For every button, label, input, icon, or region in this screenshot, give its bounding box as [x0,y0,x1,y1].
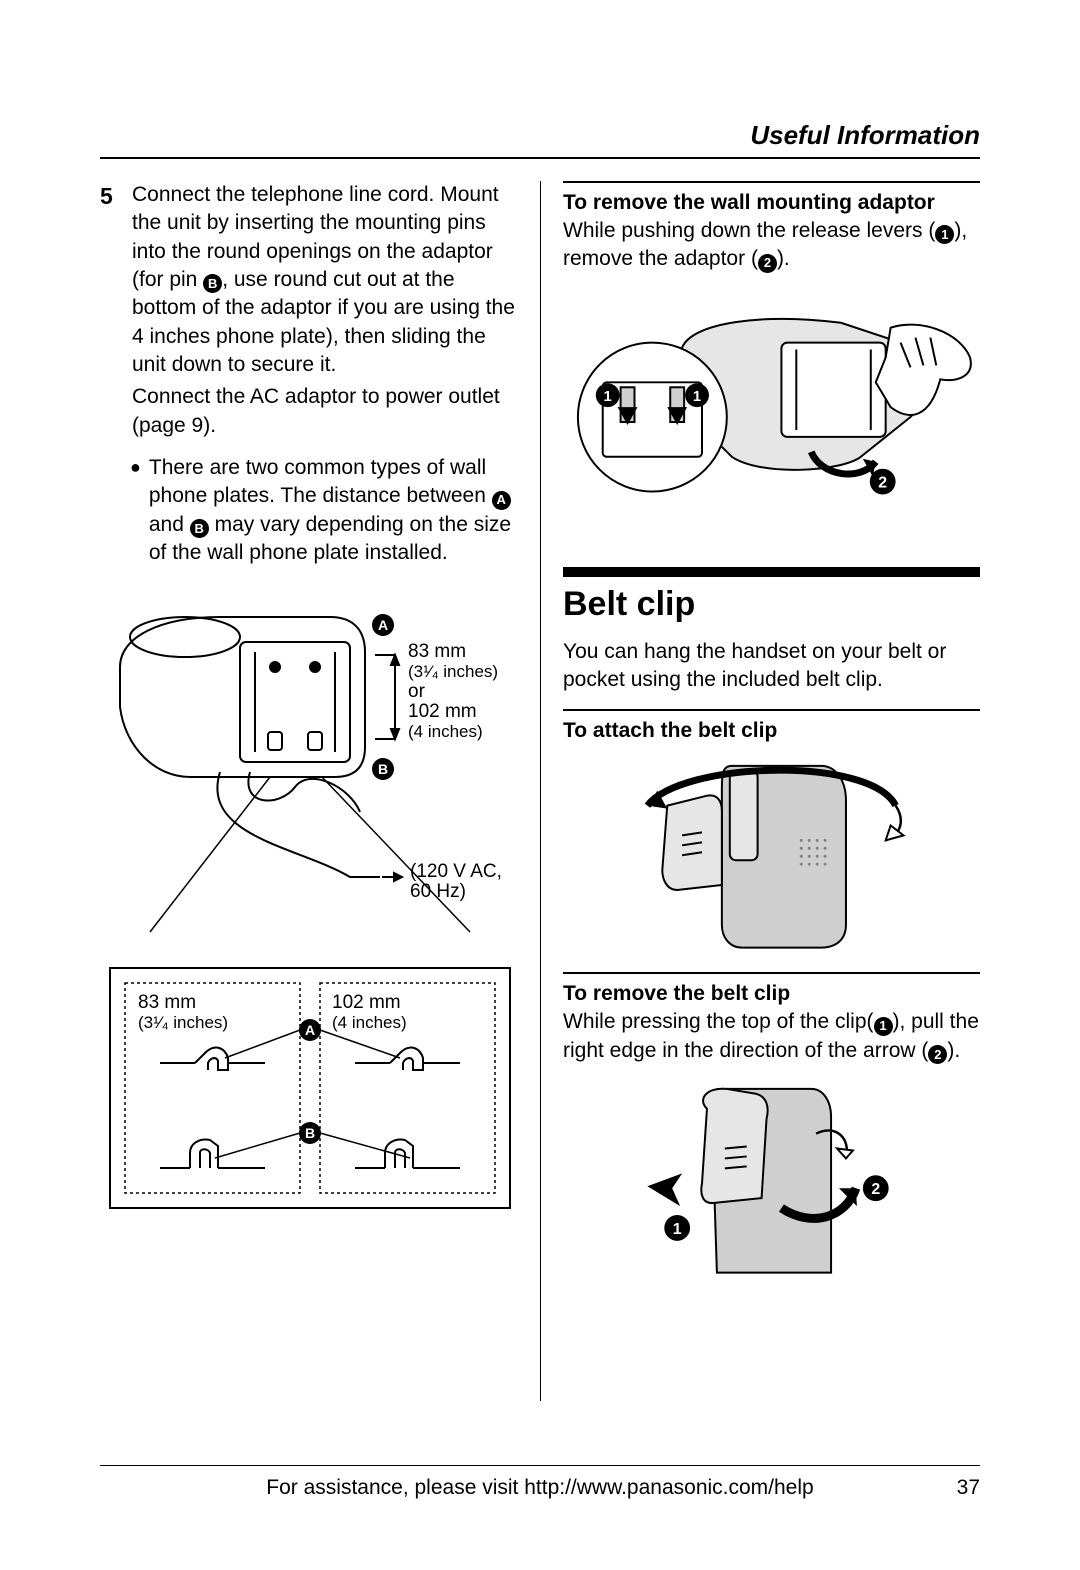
fig-ra-label-1l: 1 [604,389,612,405]
bullet-dot-icon: ● [130,454,141,567]
figure-remove-belt-clip: 1 2 [563,1079,980,1288]
belt-clip-intro: You can hang the handset on your belt or… [563,638,980,695]
belt-clip-title: Belt clip [563,585,980,624]
plate-label-a: A [305,1022,315,1038]
circle-2-icon: 2 [758,254,777,273]
bullet-text: There are two common types of wall phone… [149,454,520,567]
step-body: Connect the telephone line cord. Mount t… [132,181,520,440]
remove-adaptor-text: While pushing down the release levers (1… [563,217,980,274]
bullet-text-1: There are two common types of wall phone… [149,456,492,507]
rc-text-1: While pressing the top of the clip( [563,1010,874,1033]
right-column: To remove the wall mounting adaptor Whil… [540,181,980,1401]
figure-wall-plate-templates: 83 mm (3¹⁄₄ inches) 102 mm (4 inches) A … [100,958,520,1218]
fig-or: or [408,681,426,702]
step-5: 5 Connect the telephone line cord. Mount… [100,181,520,440]
remove-clip-text: While pressing the top of the clip(1), p… [563,1008,980,1065]
remove-clip-title: To remove the belt clip [563,982,980,1006]
fig-measure2-alt: (4 inches) [408,722,483,741]
step-text-part3: Connect the AC adaptor to power outlet (… [132,385,500,436]
remove-adaptor-title: To remove the wall mounting adaptor [563,191,980,215]
rc-text-3: ). [947,1039,960,1062]
fig-label-b: B [378,761,388,777]
figure-attach-belt-clip [563,751,980,950]
fig-measure1: 83 mm [408,641,466,662]
step-number: 5 [100,181,122,440]
circle-b-inline-icon: B [203,274,222,293]
page-number: 37 [957,1476,980,1500]
plate-label-b: B [305,1125,315,1141]
bullet-note: ● There are two common types of wall pho… [130,454,520,567]
left-column: 5 Connect the telephone line cord. Mount… [100,181,540,1401]
ra-text-3: ). [777,247,790,270]
rule-above-remove-adaptor [563,181,980,183]
circle-1-icon-2: 1 [874,1017,893,1036]
figure-remove-adaptor: 1 1 2 [563,288,980,516]
circle-2-icon-2: 2 [928,1045,947,1064]
plate-right-top: 102 mm [332,992,401,1013]
page-footer: For assistance, please visit http://www.… [100,1465,980,1500]
fig-measure2: 102 mm [408,701,477,722]
fig-rc-label-2: 2 [871,1181,880,1198]
fig-measure1-alt: (3¹⁄₄ inches) [408,662,498,681]
rule-above-remove-clip [563,972,980,974]
figure-wall-mount-diagram: A B 83 mm (3¹⁄₄ inches) or 102 mm (4 inc… [100,577,520,957]
footer-assist-text: For assistance, please visit http://www.… [266,1476,813,1500]
ra-text-1: While pushing down the release levers ( [563,219,935,242]
fig-ra-label-2: 2 [878,474,887,491]
plate-right-bottom: (4 inches) [332,1013,407,1032]
bullet-text-mid: and [149,513,190,536]
rule-above-attach [563,709,980,711]
fig-label-a: A [378,617,388,633]
plate-left-top: 83 mm [138,992,196,1013]
circle-b-inline-icon-2: B [190,519,209,538]
two-column-layout: 5 Connect the telephone line cord. Mount… [100,181,980,1401]
fig-rc-label-1: 1 [673,1221,682,1238]
header-section-title: Useful Information [100,120,980,159]
fig-ra-label-1r: 1 [693,389,701,405]
circle-a-inline-icon: A [492,491,511,510]
circle-1-icon: 1 [935,225,954,244]
fig-power-1: (120 V AC, [410,861,502,882]
plate-left-bottom: (3¹⁄₄ inches) [138,1013,228,1032]
section-bar [563,567,980,577]
attach-title: To attach the belt clip [563,719,980,743]
